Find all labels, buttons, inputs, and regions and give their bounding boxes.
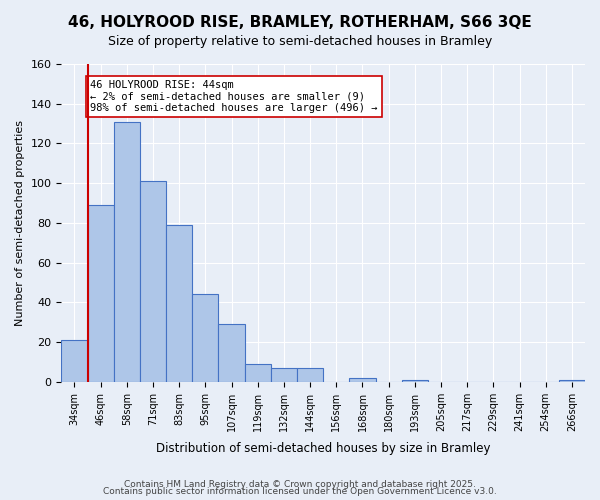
Bar — [271, 368, 297, 382]
Text: 46 HOLYROOD RISE: 44sqm
← 2% of semi-detached houses are smaller (9)
98% of semi: 46 HOLYROOD RISE: 44sqm ← 2% of semi-det… — [90, 80, 378, 113]
X-axis label: Distribution of semi-detached houses by size in Bramley: Distribution of semi-detached houses by … — [156, 442, 490, 455]
Text: Size of property relative to semi-detached houses in Bramley: Size of property relative to semi-detach… — [108, 35, 492, 48]
Bar — [88, 205, 114, 382]
Bar — [245, 364, 271, 382]
Bar — [114, 122, 140, 382]
Bar — [402, 380, 428, 382]
Text: Contains HM Land Registry data © Crown copyright and database right 2025.: Contains HM Land Registry data © Crown c… — [124, 480, 476, 489]
Bar — [61, 340, 88, 382]
Text: Contains public sector information licensed under the Open Government Licence v3: Contains public sector information licen… — [103, 487, 497, 496]
Bar — [166, 225, 193, 382]
Bar — [297, 368, 323, 382]
Bar — [349, 378, 376, 382]
Bar — [218, 324, 245, 382]
Bar — [559, 380, 585, 382]
Bar — [193, 294, 218, 382]
Bar — [140, 181, 166, 382]
Y-axis label: Number of semi-detached properties: Number of semi-detached properties — [15, 120, 25, 326]
Text: 46, HOLYROOD RISE, BRAMLEY, ROTHERHAM, S66 3QE: 46, HOLYROOD RISE, BRAMLEY, ROTHERHAM, S… — [68, 15, 532, 30]
